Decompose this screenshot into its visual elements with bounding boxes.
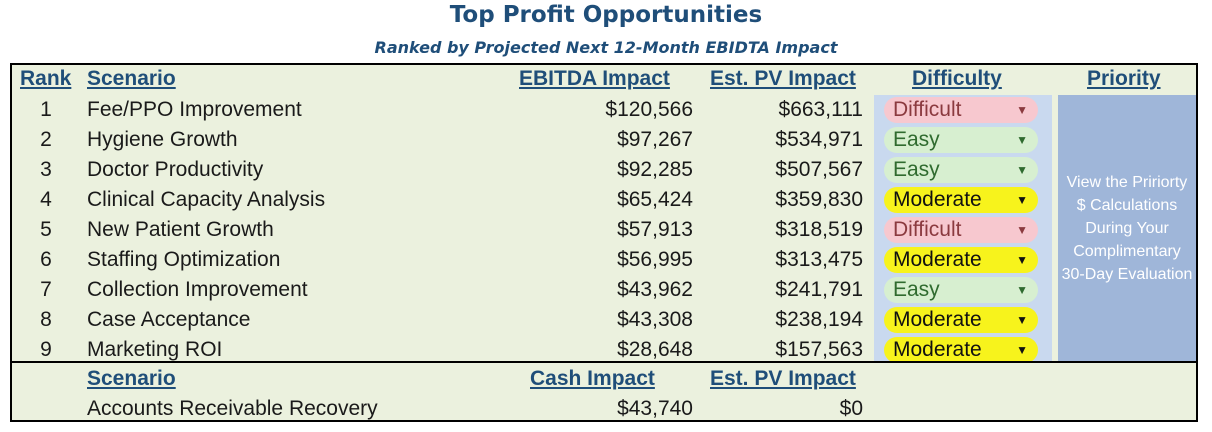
- header-rank: Rank: [20, 67, 72, 90]
- row-scenario: Staffing Optimization: [87, 248, 281, 271]
- header-scenario: Scenario: [87, 67, 176, 90]
- row-ebitda: $120,566: [605, 98, 693, 121]
- priority-info-text: View the Pririorty $ Calculations During…: [1061, 173, 1193, 283]
- difficulty-dropdown[interactable]: Difficult ▼: [884, 217, 1038, 243]
- section-divider: [12, 361, 1196, 363]
- row-pv: $157,563: [775, 338, 863, 361]
- header-ebitda: EBITDA Impact: [519, 67, 670, 90]
- row-pv: $241,791: [775, 278, 863, 301]
- row-pv: $313,475: [775, 248, 863, 271]
- row-ebitda: $97,267: [617, 128, 693, 151]
- page-subtitle: Ranked by Projected Next 12-Month EBIDTA…: [374, 38, 838, 57]
- dropdown-arrow-icon[interactable]: ▼: [1016, 253, 1028, 267]
- dropdown-arrow-icon[interactable]: ▼: [1016, 103, 1028, 117]
- difficulty-value: Difficult: [893, 98, 962, 121]
- row-scenario: Collection Improvement: [87, 278, 308, 301]
- dropdown-arrow-icon[interactable]: ▼: [1016, 283, 1028, 297]
- difficulty-dropdown[interactable]: Easy ▼: [884, 277, 1038, 303]
- bottom-pv: $0: [839, 397, 863, 420]
- difficulty-dropdown[interactable]: Moderate ▼: [884, 337, 1038, 363]
- row-scenario: Clinical Capacity Analysis: [87, 188, 326, 211]
- row-pv: $534,971: [775, 128, 863, 151]
- bottom-cash: $43,740: [617, 397, 693, 420]
- difficulty-value: Moderate: [893, 188, 982, 211]
- bottom-header-pv: Est. PV Impact: [710, 367, 856, 390]
- row-rank: 5: [40, 218, 52, 241]
- dropdown-arrow-icon[interactable]: ▼: [1016, 163, 1028, 177]
- dropdown-arrow-icon[interactable]: ▼: [1016, 343, 1028, 357]
- difficulty-dropdown[interactable]: Moderate ▼: [884, 307, 1038, 333]
- dropdown-arrow-icon[interactable]: ▼: [1016, 223, 1028, 237]
- row-pv: $359,830: [775, 188, 863, 211]
- row-ebitda: $92,285: [617, 158, 693, 181]
- difficulty-dropdown[interactable]: Easy ▼: [884, 157, 1038, 183]
- difficulty-value: Moderate: [893, 308, 982, 331]
- dropdown-arrow-icon[interactable]: ▼: [1016, 313, 1028, 327]
- row-ebitda: $56,995: [617, 248, 693, 271]
- row-rank: 8: [40, 308, 52, 331]
- difficulty-value: Easy: [893, 158, 940, 181]
- bottom-scenario: Accounts Receivable Recovery: [87, 397, 378, 420]
- difficulty-value: Easy: [893, 128, 940, 151]
- row-ebitda: $28,648: [617, 338, 693, 361]
- difficulty-value: Moderate: [893, 248, 982, 271]
- dropdown-arrow-icon[interactable]: ▼: [1016, 133, 1028, 147]
- row-rank: 2: [40, 128, 52, 151]
- row-ebitda: $43,962: [617, 278, 693, 301]
- row-scenario: Case Acceptance: [87, 308, 251, 331]
- row-pv: $318,519: [775, 218, 863, 241]
- row-rank: 1: [40, 98, 52, 121]
- difficulty-dropdown[interactable]: Easy ▼: [884, 127, 1038, 153]
- header-difficulty: Difficulty: [912, 67, 1002, 90]
- row-rank: 6: [40, 248, 52, 271]
- row-scenario: Marketing ROI: [87, 338, 223, 361]
- priority-info-box: View the Pririorty $ Calculations During…: [1058, 95, 1196, 361]
- opportunities-table: Rank Scenario EBITDA Impact Est. PV Impa…: [10, 63, 1198, 422]
- row-ebitda: $43,308: [617, 308, 693, 331]
- bottom-header-scenario: Scenario: [87, 367, 176, 390]
- row-rank: 4: [40, 188, 52, 211]
- row-rank: 9: [40, 338, 52, 361]
- difficulty-dropdown[interactable]: Moderate ▼: [884, 247, 1038, 273]
- row-ebitda: $65,424: [617, 188, 693, 211]
- difficulty-dropdown[interactable]: Difficult ▼: [884, 97, 1038, 123]
- row-pv: $507,567: [775, 158, 863, 181]
- row-scenario: Fee/PPO Improvement: [87, 98, 302, 121]
- row-scenario: Doctor Productivity: [87, 158, 264, 181]
- difficulty-value: Moderate: [893, 338, 982, 361]
- difficulty-dropdown[interactable]: Moderate ▼: [884, 187, 1038, 213]
- dropdown-arrow-icon[interactable]: ▼: [1016, 193, 1028, 207]
- header-pv: Est. PV Impact: [710, 67, 856, 90]
- row-pv: $238,194: [775, 308, 863, 331]
- row-scenario: New Patient Growth: [87, 218, 274, 241]
- row-pv: $663,111: [778, 98, 863, 121]
- row-scenario: Hygiene Growth: [87, 128, 238, 151]
- bottom-header-cash: Cash Impact: [530, 367, 655, 390]
- row-rank: 7: [40, 278, 52, 301]
- page-title: Top Profit Opportunities: [449, 2, 763, 28]
- row-ebitda: $57,913: [617, 218, 693, 241]
- difficulty-value: Difficult: [893, 218, 962, 241]
- header-priority: Priority: [1087, 67, 1161, 90]
- row-rank: 3: [40, 158, 52, 181]
- difficulty-value: Easy: [893, 278, 940, 301]
